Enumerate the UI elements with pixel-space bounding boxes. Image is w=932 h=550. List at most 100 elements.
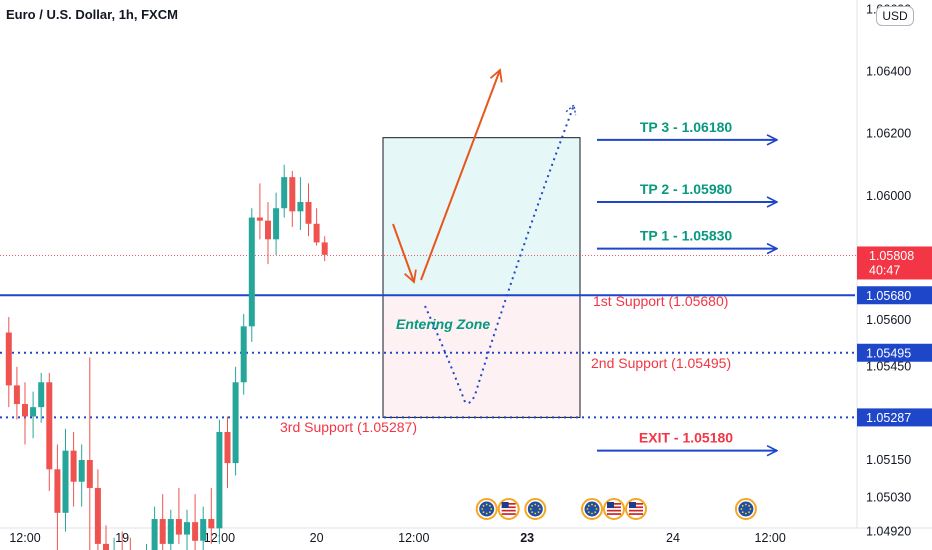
candle-body[interactable] bbox=[273, 208, 280, 240]
price-badge-support-1 bbox=[857, 286, 932, 305]
us-stripe bbox=[501, 513, 516, 515]
y-tick-label: 1.06400 bbox=[866, 64, 911, 78]
eu-star bbox=[594, 511, 597, 514]
eu-star bbox=[748, 511, 750, 514]
candle-body[interactable] bbox=[208, 519, 215, 529]
candle-body[interactable] bbox=[240, 326, 247, 383]
x-tick-label: 12:00 bbox=[9, 531, 40, 545]
candle-body[interactable] bbox=[305, 202, 312, 224]
eu-star bbox=[482, 504, 485, 507]
currency-button[interactable]: USD bbox=[876, 6, 914, 26]
current-price-badge bbox=[857, 246, 932, 280]
x-tick-label: 12:00 bbox=[398, 531, 429, 545]
candle-body[interactable] bbox=[289, 177, 296, 212]
candle-body[interactable] bbox=[22, 404, 28, 417]
candle-body[interactable] bbox=[192, 522, 199, 541]
price-badge-text-support-1: 1.05680 bbox=[866, 289, 911, 303]
eu-star bbox=[587, 511, 590, 514]
candle-body[interactable] bbox=[200, 519, 207, 541]
candle-body[interactable] bbox=[62, 450, 69, 513]
zone-upper-box[interactable] bbox=[382, 137, 581, 296]
us-stripe bbox=[607, 509, 621, 512]
candle-body[interactable] bbox=[38, 382, 45, 408]
support-label-support-3: 3rd Support (1.05287) bbox=[280, 419, 417, 435]
candle-body[interactable] bbox=[159, 519, 166, 544]
candle-body[interactable] bbox=[151, 519, 158, 550]
x-tick-label: 23 bbox=[520, 531, 534, 545]
eu-star bbox=[538, 508, 541, 510]
target-label-tp3: TP 3 - 1.06180 bbox=[640, 119, 733, 135]
y-tick-label: 1.06000 bbox=[866, 189, 911, 203]
eu-star bbox=[741, 511, 744, 514]
price-badge-support-2 bbox=[857, 343, 932, 362]
us-stripe bbox=[501, 509, 516, 512]
support-label-support-2: 2nd Support (1.05495) bbox=[591, 355, 731, 371]
us-stripe bbox=[629, 513, 643, 515]
candle-body[interactable] bbox=[5, 332, 12, 386]
support-label-support-1: 1st Support (1.05680) bbox=[593, 293, 728, 309]
orange-arrow-down[interactable] bbox=[392, 223, 417, 284]
eu-star bbox=[481, 508, 484, 510]
candle-body[interactable] bbox=[70, 450, 77, 482]
candle-body[interactable] bbox=[103, 543, 109, 550]
candle-body[interactable] bbox=[248, 217, 255, 327]
candle-body[interactable] bbox=[216, 432, 223, 529]
eu-star bbox=[595, 508, 598, 510]
eu-star bbox=[741, 504, 744, 507]
candle-body[interactable] bbox=[54, 469, 61, 513]
projected-path[interactable] bbox=[424, 103, 577, 405]
candle-body[interactable] bbox=[321, 242, 328, 255]
candle-body[interactable] bbox=[175, 519, 182, 535]
candle-body[interactable] bbox=[265, 220, 271, 240]
eu-star bbox=[485, 512, 488, 515]
y-tick-label: 1.05600 bbox=[866, 313, 911, 327]
eu-star bbox=[485, 503, 488, 506]
eu-star bbox=[591, 512, 593, 515]
candle-body[interactable] bbox=[46, 382, 53, 470]
us-stripe bbox=[629, 509, 643, 512]
eu-star bbox=[534, 503, 537, 506]
orange-arrow-up[interactable] bbox=[420, 68, 503, 281]
eu-star bbox=[529, 508, 532, 510]
eu-star bbox=[591, 503, 593, 506]
y-tick-label: 1.05030 bbox=[866, 490, 911, 504]
us-canton bbox=[607, 502, 614, 508]
eu-star bbox=[748, 504, 750, 507]
eu-star bbox=[745, 512, 747, 515]
candle-body[interactable] bbox=[232, 382, 239, 464]
candle-body[interactable] bbox=[256, 217, 263, 221]
candle-body[interactable] bbox=[297, 202, 304, 212]
candle-body[interactable] bbox=[13, 385, 20, 405]
candle-body[interactable] bbox=[94, 487, 101, 544]
eu-star bbox=[586, 508, 589, 510]
price-badge-support-3 bbox=[857, 408, 932, 427]
price-badge-text-support-3: 1.05287 bbox=[866, 411, 911, 425]
y-tick-label: 1.05450 bbox=[866, 360, 911, 374]
x-tick-label: 12:00 bbox=[755, 531, 786, 545]
current-price-text: 1.05808 bbox=[869, 249, 914, 263]
candle-body[interactable] bbox=[30, 407, 37, 417]
price-badge-text-support-2: 1.05495 bbox=[866, 346, 911, 360]
candle-body[interactable] bbox=[313, 223, 320, 243]
eu-star bbox=[488, 504, 491, 507]
symbol-title: Euro / U.S. Dollar, 1h, FXCM bbox=[6, 7, 178, 22]
candle-body[interactable] bbox=[78, 459, 85, 482]
candle-body[interactable] bbox=[86, 459, 93, 488]
candle-body[interactable] bbox=[167, 519, 174, 544]
us-canton bbox=[501, 502, 509, 508]
x-tick-label: 24 bbox=[666, 531, 680, 545]
candle-body[interactable] bbox=[281, 177, 288, 209]
zone-lower-box[interactable] bbox=[382, 294, 581, 418]
us-stripe bbox=[607, 513, 621, 515]
candle-body[interactable] bbox=[184, 522, 190, 535]
eu-star bbox=[594, 504, 597, 507]
eu-star bbox=[745, 503, 747, 506]
candle-body[interactable] bbox=[224, 432, 231, 464]
eu-star bbox=[537, 504, 540, 507]
eu-star bbox=[587, 504, 590, 507]
eu-star bbox=[537, 511, 540, 514]
target-label-tp2: TP 2 - 1.05980 bbox=[640, 181, 733, 197]
eu-star bbox=[531, 511, 534, 514]
